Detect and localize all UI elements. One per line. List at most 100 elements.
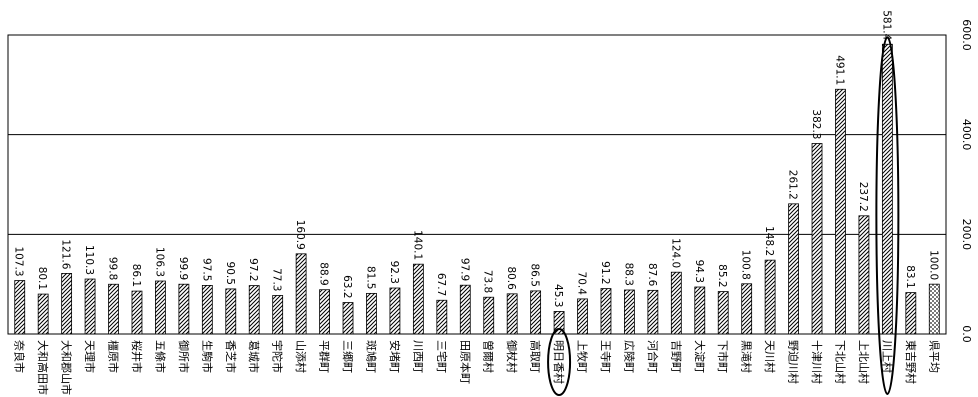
data-label: 63.2 [341, 275, 353, 298]
bar [459, 284, 471, 335]
bar [835, 88, 846, 335]
data-label: 160.9 [294, 220, 306, 250]
category-label: 黒滝村 [740, 340, 754, 373]
category-label: 吉野町 [669, 340, 682, 373]
bar [905, 292, 917, 335]
data-label: 86.5 [529, 264, 541, 287]
data-label: 140.1 [411, 230, 423, 260]
category-label: 東吉野村 [904, 340, 918, 384]
bar [37, 293, 49, 335]
category-label: 大和郡山市 [60, 340, 74, 395]
y-tick-label: 200.0 [960, 219, 973, 251]
data-label: 88.9 [318, 262, 330, 285]
category-label: 上北山村 [857, 340, 871, 384]
data-label: 99.8 [107, 257, 119, 280]
bar [389, 287, 401, 335]
bar [295, 253, 307, 335]
bar [764, 259, 776, 335]
highlight-ellipse [547, 328, 572, 396]
category-label: 十津川村 [810, 340, 824, 384]
category-label: 葛城市 [247, 340, 261, 373]
data-label: 73.8 [482, 270, 494, 293]
bar [741, 283, 753, 335]
category-label: 斑鳩町 [364, 340, 378, 373]
data-label: 581.4 [880, 10, 892, 40]
data-label: 86.1 [130, 264, 142, 287]
category-label: 大淀町 [693, 340, 707, 373]
data-label: 90.5 [224, 262, 236, 285]
bar [600, 288, 612, 335]
bar [14, 280, 26, 335]
category-label: 三宅町 [435, 340, 449, 373]
data-label: 85.2 [716, 264, 728, 287]
y-tick-label: 400.0 [960, 119, 973, 151]
bar [624, 289, 635, 335]
bar [84, 278, 96, 335]
bar [647, 289, 659, 335]
bar [788, 203, 799, 335]
bar [366, 292, 377, 335]
category-label: 王寺町 [599, 340, 612, 373]
bar [577, 298, 588, 335]
data-label: 110.3 [83, 245, 95, 275]
data-label: 237.2 [857, 182, 869, 212]
bar [670, 271, 682, 335]
category-label: 野迫川村 [787, 340, 801, 384]
category-label: 明日香村 [552, 340, 566, 384]
bar [881, 43, 893, 335]
category-label: 県平均 [927, 340, 940, 373]
category-label: 宇陀市 [271, 340, 285, 373]
category-label: 生駒市 [200, 340, 214, 373]
data-label: 91.2 [599, 261, 611, 284]
category-label: 上牧町 [576, 340, 590, 373]
category-label: 大和高田市 [36, 340, 50, 395]
bar [436, 299, 448, 335]
plot-frame [7, 34, 947, 335]
data-label: 70.4 [576, 272, 588, 296]
data-label: 97.5 [200, 258, 212, 281]
bar [858, 215, 870, 335]
data-label: 100.8 [740, 250, 752, 280]
data-label: 88.3 [622, 263, 634, 286]
bar [694, 286, 706, 335]
bar [483, 296, 495, 335]
data-label: 261.2 [787, 170, 799, 200]
data-label: 382.3 [810, 109, 822, 139]
data-label: 121.6 [60, 239, 72, 269]
category-label: 山添村 [294, 340, 308, 373]
category-label: 下北山村 [833, 340, 847, 384]
category-label: 川西町 [411, 340, 424, 373]
data-label: 491.1 [833, 55, 845, 85]
data-label: 124.0 [669, 238, 681, 268]
data-label: 97.2 [247, 258, 259, 281]
category-label: 平群町 [318, 340, 332, 373]
data-label: 148.2 [763, 226, 775, 256]
bar [248, 285, 260, 335]
category-label: 五條市 [153, 340, 167, 373]
data-label: 94.3 [693, 260, 705, 283]
data-label: 45.3 [552, 284, 564, 307]
category-label: 奈良市 [13, 340, 27, 373]
data-label: 100.0 [927, 250, 939, 280]
data-label: 80.1 [36, 267, 48, 290]
bar [201, 285, 213, 335]
category-label: 橿原市 [107, 340, 121, 373]
category-label: 川上村 [880, 340, 894, 373]
category-label: 三郷町 [341, 340, 355, 373]
category-label: 曽爾村 [482, 340, 496, 373]
bar [319, 289, 330, 335]
category-label: 御杖村 [505, 340, 519, 373]
data-label: 87.6 [646, 263, 658, 287]
highlight-ellipse [875, 36, 900, 395]
category-label: 香芝市 [224, 340, 238, 373]
bar [131, 290, 143, 335]
category-label: 天理市 [83, 340, 97, 373]
bar [717, 291, 729, 335]
category-label: 河合町 [646, 340, 660, 373]
bar [178, 283, 190, 335]
category-label: 高取町 [529, 340, 543, 373]
bar [506, 293, 518, 335]
data-label: 67.7 [435, 273, 447, 296]
data-label: 92.3 [388, 261, 400, 284]
